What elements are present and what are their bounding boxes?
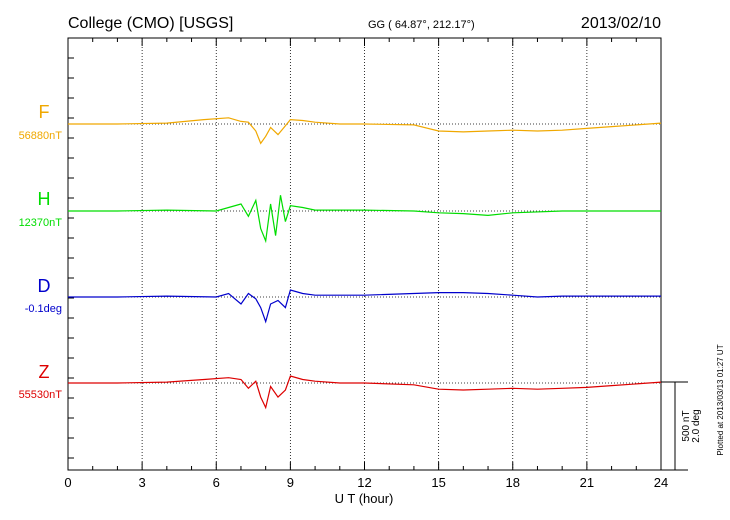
- series-line-H: [68, 195, 661, 244]
- vertical-gridlines: [141, 38, 588, 470]
- x-tick-labels: 0 3 6 9 12 15 18 21 24: [64, 475, 668, 490]
- x-axis-label: U T (hour): [335, 491, 394, 506]
- x-tick-label: 21: [580, 475, 594, 490]
- series-name-D: D: [38, 276, 51, 296]
- axis-ticks: [67, 38, 662, 470]
- chart-date: 2013/02/10: [581, 15, 661, 32]
- series-line-Z: [68, 375, 662, 410]
- station-title: College (CMO) [USGS]: [68, 15, 233, 32]
- x-tick-label: 6: [213, 475, 220, 490]
- x-tick-label: 12: [357, 475, 371, 490]
- series-baseline-value-H: 12370nT: [19, 217, 63, 229]
- series-baseline-value-F: 56880nT: [19, 130, 63, 142]
- scale-bar-nt-label: 500 nT: [681, 410, 692, 441]
- chart-header: College (CMO) [USGS] GG ( 64.87°, 212.17…: [68, 15, 661, 32]
- series-name-Z: Z: [39, 362, 50, 382]
- series-line-D: [68, 289, 661, 324]
- series-line-F: [68, 117, 662, 145]
- series-baseline-value-D: -0.1deg: [25, 303, 62, 315]
- x-tick-label: 24: [654, 475, 668, 490]
- station-coordinates: GG ( 64.87°, 212.17°): [368, 19, 475, 31]
- x-tick-label: 3: [139, 475, 146, 490]
- series-labels: F 56880nT H 12370nT D -0.1deg Z 55530nT: [19, 102, 63, 401]
- x-tick-label: 15: [431, 475, 445, 490]
- scale-bar-deg-label: 2.0 deg: [691, 409, 702, 442]
- series-name-F: F: [39, 102, 50, 122]
- x-tick-label: 0: [64, 475, 71, 490]
- x-tick-label: 18: [506, 475, 520, 490]
- series-baseline-value-Z: 55530nT: [19, 389, 63, 401]
- x-tick-label: 9: [287, 475, 294, 490]
- scale-bar: 500 nT 2.0 deg: [661, 381, 702, 471]
- plotted-timestamp: Plotted at 2013/03/13 01:27 UT: [716, 344, 725, 455]
- series-lines: [68, 117, 662, 410]
- series-name-H: H: [38, 189, 51, 209]
